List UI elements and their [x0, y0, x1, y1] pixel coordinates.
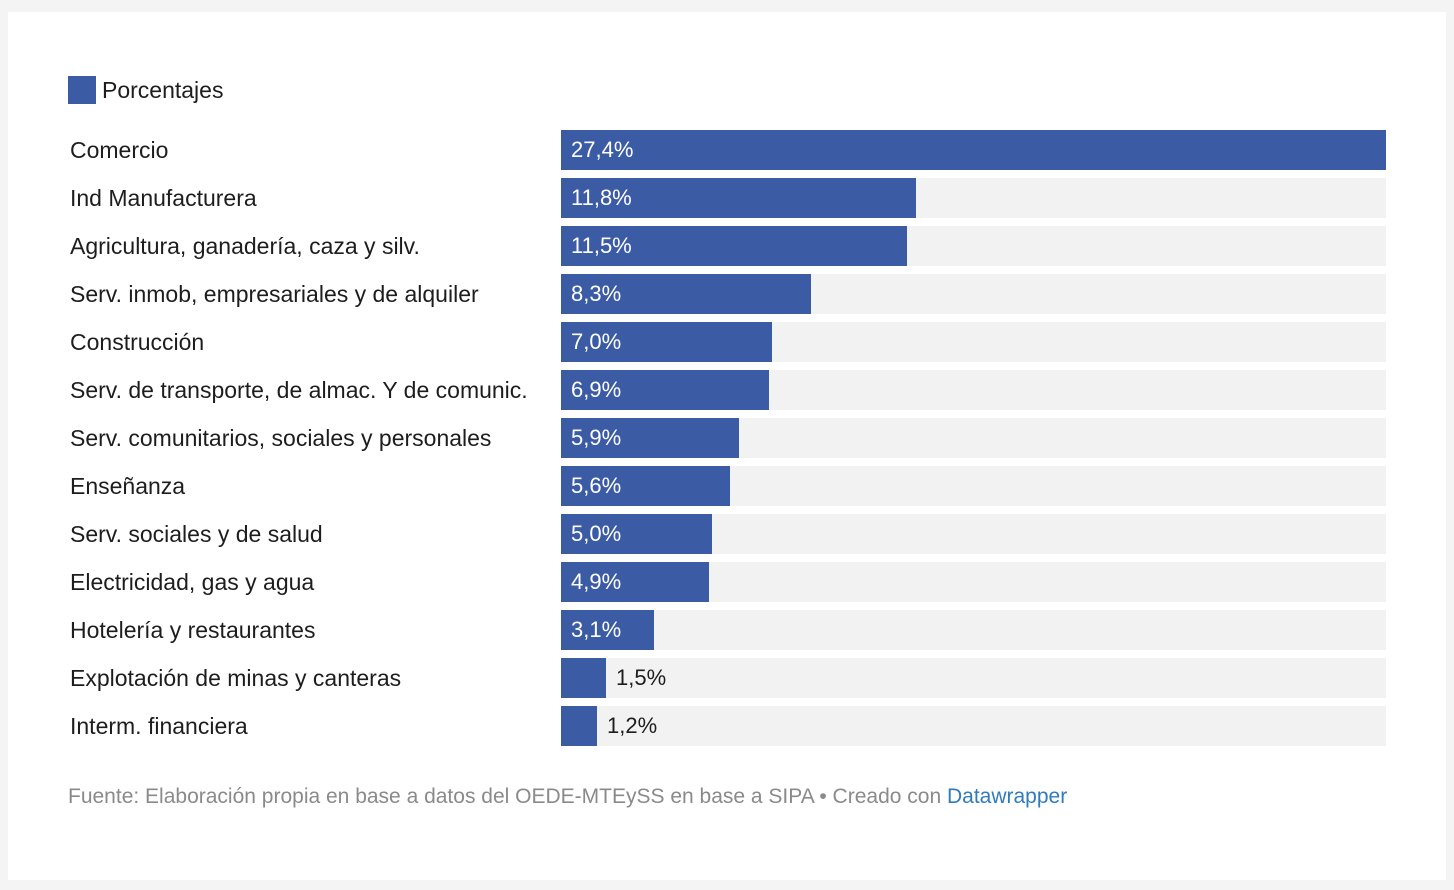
category-label: Interm. financiera	[70, 713, 248, 739]
bar-row: Enseñanza 5,6%	[8, 466, 1446, 506]
bar	[561, 562, 709, 602]
bar	[561, 610, 654, 650]
bar-track: 5,0%	[561, 514, 1386, 554]
category-label: Enseñanza	[70, 473, 186, 499]
value-label: 8,3%	[571, 281, 622, 306]
bar	[561, 274, 811, 314]
value-label: 5,0%	[571, 521, 622, 546]
bar-row: Serv. comunitarios, sociales y personale…	[8, 418, 1446, 458]
source-note: Fuente: Elaboración propia en base a dat…	[68, 785, 947, 808]
bar-track: 11,5%	[561, 226, 1386, 266]
bar-track: 5,9%	[561, 418, 1386, 458]
bar-track: 3,1%	[561, 610, 1386, 650]
chart-footer: Fuente: Elaboración propia en base a dat…	[68, 785, 1067, 809]
datawrapper-link[interactable]: Datawrapper	[946, 785, 1068, 808]
value-label: 5,9%	[571, 425, 622, 450]
category-label: Explotación de minas y canteras	[70, 665, 402, 691]
bar-track: 5,6%	[561, 466, 1386, 506]
category-label: Construcción	[70, 329, 205, 355]
bar-track: 1,2%	[561, 706, 1386, 746]
bar	[561, 658, 606, 698]
bar	[561, 514, 712, 554]
bar	[561, 178, 916, 218]
bar	[561, 418, 739, 458]
bar-row: Hotelería y restaurantes 3,1%	[8, 610, 1446, 650]
bar-track: 1,5%	[561, 658, 1386, 698]
value-label: 27,4%	[571, 137, 634, 162]
legend-swatch	[68, 76, 96, 104]
bar-track: 7,0%	[561, 322, 1386, 362]
bar-row: Serv. sociales y de salud 5,0%	[8, 514, 1446, 554]
value-label: 3,1%	[571, 617, 622, 642]
bar-row: Construcción 7,0%	[8, 322, 1446, 362]
bar-row: Comercio 27,4%	[8, 130, 1446, 170]
category-label: Comercio	[70, 137, 169, 163]
value-label: 6,9%	[571, 377, 622, 402]
bar-row: Agricultura, ganadería, caza y silv. 11,5…	[8, 226, 1446, 266]
value-label: 5,6%	[571, 473, 622, 498]
category-label: Serv. de transporte, de almac. Y de comu…	[70, 377, 528, 403]
bar	[561, 706, 597, 746]
value-label: 1,2%	[607, 713, 658, 738]
bar	[561, 466, 730, 506]
legend: Porcentajes	[68, 76, 223, 104]
category-label: Agricultura, ganadería, caza y silv.	[70, 233, 420, 259]
bar-row: Explotación de minas y canteras 1,5%	[8, 658, 1446, 698]
bar-row: Serv. de transporte, de almac. Y de comu…	[8, 370, 1446, 410]
value-label: 7,0%	[571, 329, 622, 354]
category-label: Electricidad, gas y agua	[70, 569, 315, 595]
bar	[561, 226, 907, 266]
category-label: Ind Manufacturera	[70, 185, 257, 211]
bar	[561, 370, 769, 410]
bar	[561, 130, 1386, 170]
bar-track: 8,3%	[561, 274, 1386, 314]
category-label: Serv. inmob, empresariales y de alquiler	[70, 281, 479, 307]
category-label: Hotelería y restaurantes	[70, 617, 316, 643]
bar	[561, 322, 772, 362]
category-label: Serv. sociales y de salud	[70, 521, 323, 547]
legend-label: Porcentajes	[102, 76, 224, 103]
category-label: Serv. comunitarios, sociales y personale…	[70, 425, 492, 451]
bar-row: Interm. financiera 1,2%	[8, 706, 1446, 746]
bar-row: Serv. inmob, empresariales y de alquiler…	[8, 274, 1446, 314]
value-label: 1,5%	[616, 665, 667, 690]
value-label: 4,9%	[571, 569, 622, 594]
bar-row: Electricidad, gas y agua 4,9%	[8, 562, 1446, 602]
bar-track: 27,4%	[561, 130, 1386, 170]
value-label: 11,8%	[571, 185, 632, 210]
chart-card: Porcentajes Comercio 27,4% Ind Manufacture…	[8, 12, 1446, 880]
bar-track: 11,8%	[561, 178, 1386, 218]
bar-track: 4,9%	[561, 562, 1386, 602]
bar-track: 6,9%	[561, 370, 1386, 410]
bar-row: Ind Manufacturera 11,8%	[8, 178, 1446, 218]
value-label: 11,5%	[571, 233, 632, 258]
